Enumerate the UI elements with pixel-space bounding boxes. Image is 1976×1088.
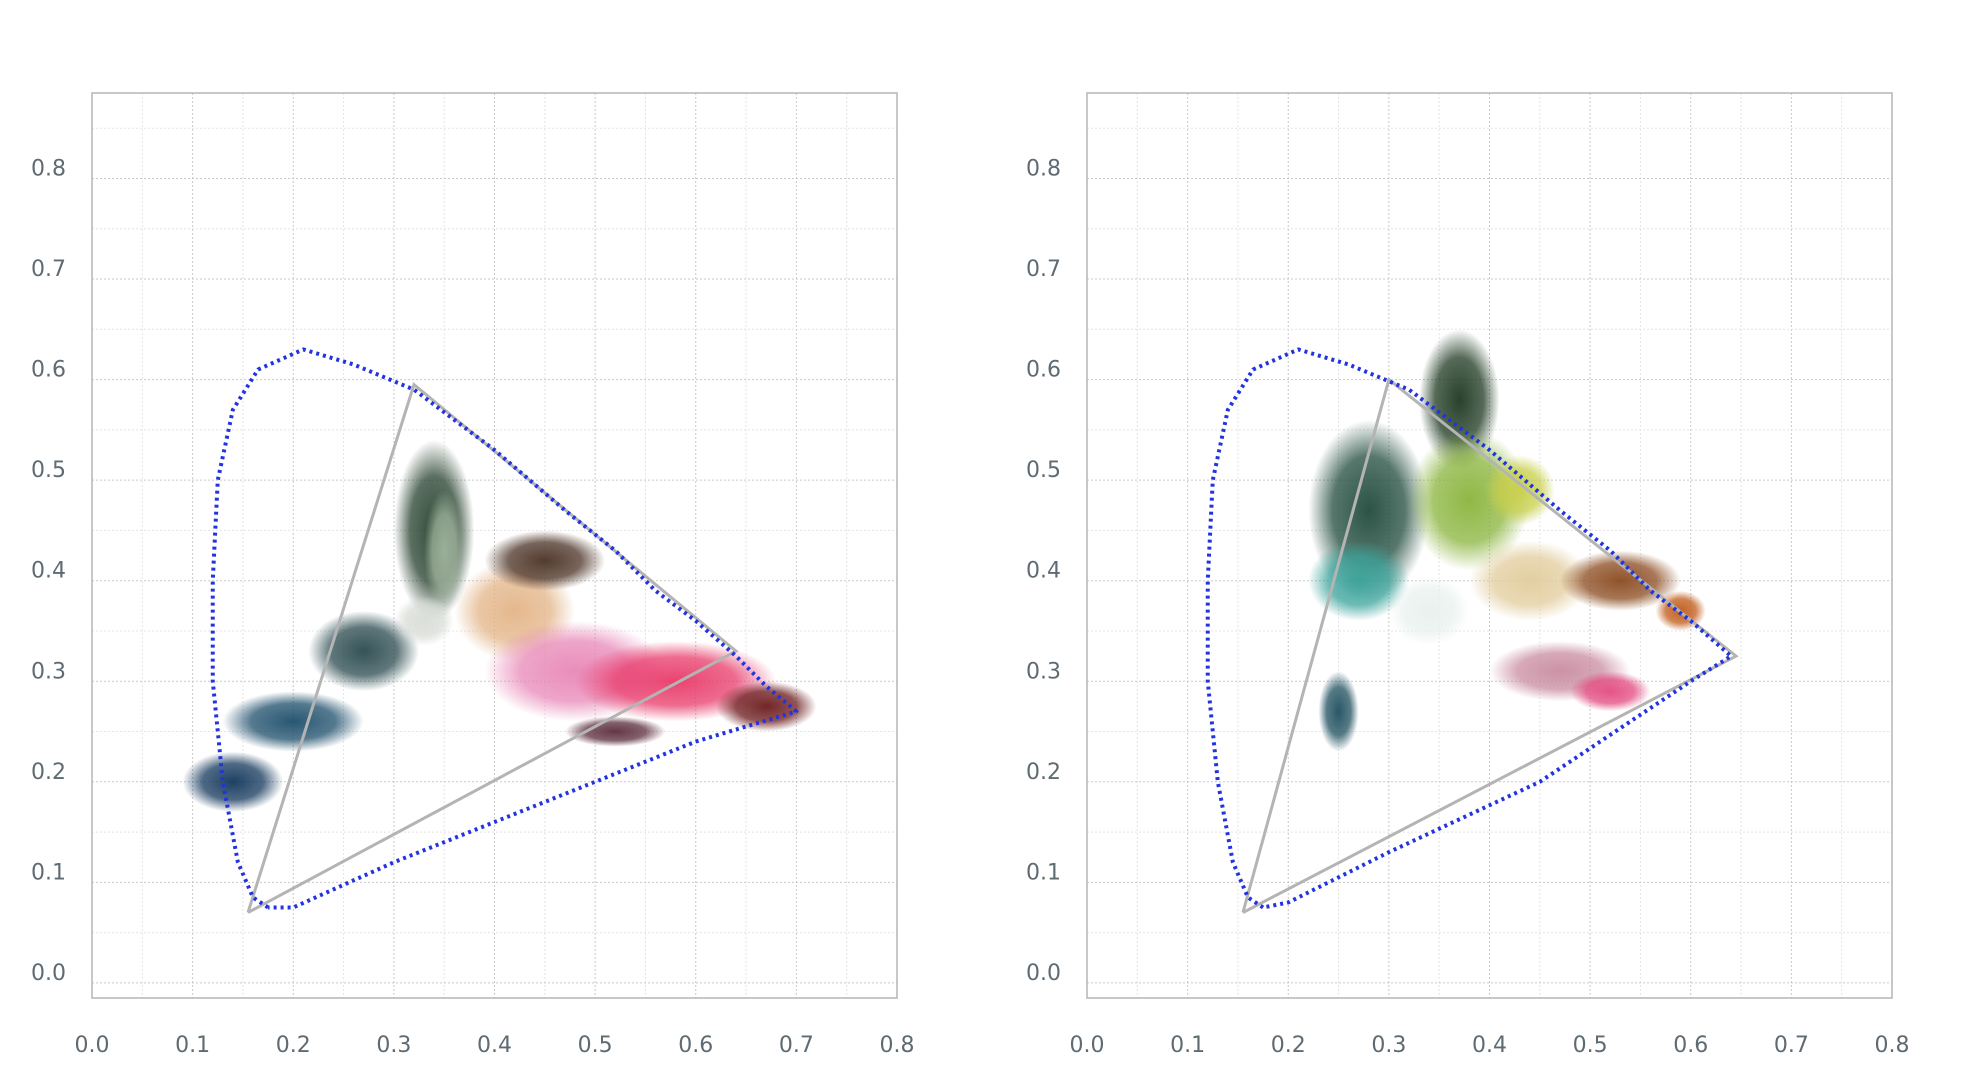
- x-tick-label: 0.7: [1774, 1033, 1809, 1058]
- x-tick-label: 0.1: [175, 1033, 210, 1058]
- x-tick-label: 0.4: [477, 1033, 512, 1058]
- y-tick-label: 0.5: [1026, 458, 1061, 483]
- pixel-cloud-blob: [1388, 575, 1470, 647]
- spectral-locus-curve: [1205, 347, 1733, 910]
- pixel-cloud-blob: [1559, 550, 1681, 611]
- pixel-cloud-blob: [424, 490, 465, 611]
- y-tick-label: 0.6: [1026, 358, 1061, 383]
- x-tick-label: 0.5: [578, 1033, 613, 1058]
- pixel-cloud-blob: [1570, 671, 1651, 712]
- x-tick-label: 0.0: [75, 1033, 110, 1058]
- x-tick-label: 0.5: [1573, 1033, 1608, 1058]
- pixel-cloud-blob: [484, 530, 606, 591]
- spectral-locus-curve: [210, 347, 799, 910]
- y-tick-label: 0.2: [1026, 760, 1061, 785]
- pixel-cloud-blob: [182, 751, 284, 812]
- y-tick-label: 0.3: [31, 659, 66, 684]
- y-tick-label: 0.8: [31, 156, 66, 181]
- x-tick-label: 0.2: [1271, 1033, 1306, 1058]
- plot-frame: [1086, 92, 1893, 999]
- pixel-cloud-blob: [1484, 455, 1555, 526]
- chart-panel-0: 0.0 0.1 0.2 0.3 0.4 0.5 0.6 0.7 0.8 0.0 0.1 0.2 0.3 0…: [31, 92, 915, 1058]
- y-tick-label: 0.7: [1026, 257, 1061, 282]
- pixel-cloud-blob: [1318, 671, 1359, 752]
- x-tick-label: 0.1: [1170, 1033, 1205, 1058]
- pixel-cloud-blob: [1308, 540, 1409, 621]
- pixel-cloud-blob: [1469, 540, 1591, 621]
- y-tick-label: 0.1: [1026, 860, 1061, 885]
- y-tick-label: 0.2: [31, 760, 66, 785]
- y-tick-label: 0.1: [31, 860, 66, 885]
- x-tick-label: 0.0: [1070, 1033, 1105, 1058]
- x-tick-label: 0.8: [880, 1033, 915, 1058]
- y-tick-label: 0.4: [1026, 559, 1061, 584]
- y-tick-label: 0.5: [31, 458, 66, 483]
- y-tick-label: 0.0: [1026, 961, 1061, 986]
- x-tick-label: 0.7: [779, 1033, 814, 1058]
- x-tick-label: 0.3: [1371, 1033, 1406, 1058]
- x-tick-label: 0.2: [276, 1033, 311, 1058]
- plot-frame: [91, 92, 898, 999]
- x-tick-label: 0.6: [678, 1033, 713, 1058]
- y-tick-label: 0.0: [31, 961, 66, 986]
- y-tick-label: 0.8: [1026, 156, 1061, 181]
- y-tick-label: 0.3: [1026, 659, 1061, 684]
- y-tick-label: 0.7: [31, 257, 66, 282]
- x-tick-label: 0.8: [1875, 1033, 1910, 1058]
- pixel-cloud-blob: [715, 681, 817, 732]
- x-tick-label: 0.4: [1472, 1033, 1507, 1058]
- y-tick-label: 0.4: [31, 559, 66, 584]
- x-tick-label: 0.3: [376, 1033, 411, 1058]
- pixel-cloud-blob: [564, 716, 666, 747]
- gamut-triangle: [1241, 376, 1739, 914]
- y-tick-label: 0.6: [31, 358, 66, 383]
- pixel-cloud-blob: [222, 691, 364, 752]
- chart-panel-1: 0.0 0.1 0.2 0.3 0.4 0.5 0.6 0.7 0.8 0.0 0.1 0.2 0.3 0…: [1026, 92, 1910, 1058]
- x-tick-label: 0.6: [1673, 1033, 1708, 1058]
- pixel-cloud-blob: [393, 595, 455, 647]
